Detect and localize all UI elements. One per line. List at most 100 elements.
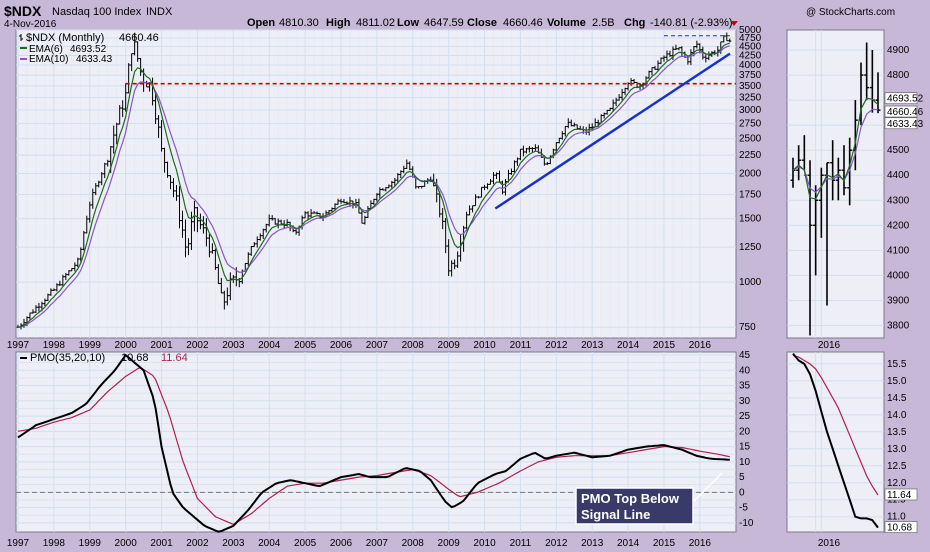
x-tick-label-price: 1999 bbox=[79, 340, 102, 351]
zoom-pmo-line bbox=[792, 353, 879, 529]
zoom-y-tick-label-price: 4500 bbox=[887, 145, 910, 156]
ohlc-bar bbox=[456, 251, 460, 269]
ohlc-bar bbox=[659, 57, 663, 65]
ohlc-bar bbox=[210, 243, 214, 254]
x-tick-label-pmo: 2006 bbox=[330, 538, 353, 549]
x-tick-label-price: 2016 bbox=[689, 340, 712, 351]
ohlc-bar bbox=[165, 161, 170, 178]
ohlc-bar bbox=[252, 242, 256, 248]
ohlc-bar bbox=[195, 206, 200, 233]
ema6-line bbox=[17, 42, 730, 328]
x-tick-label-pmo: 2015 bbox=[653, 538, 676, 549]
x-tick-label-pmo: 2003 bbox=[222, 538, 245, 549]
x-tick-label-price: 2012 bbox=[545, 340, 568, 351]
ohlc-bar bbox=[494, 172, 499, 180]
y-tick-label-price: 3750 bbox=[739, 70, 762, 81]
ohlc-bar bbox=[482, 184, 487, 191]
zoom-y-tick-label-price: 3800 bbox=[887, 320, 910, 331]
y-tick-label-price: 2500 bbox=[739, 134, 762, 145]
close-value: 4660.46 bbox=[503, 17, 543, 29]
y-tick-label-pmo: 15 bbox=[739, 442, 751, 453]
zoom-y-tick-label-pmo: 12.5 bbox=[887, 461, 907, 472]
pmo-legend-value: 10.68 bbox=[121, 352, 149, 364]
zoom-y-tick-label-price: 4000 bbox=[887, 270, 910, 281]
ohlc-bar bbox=[306, 211, 310, 221]
ohlc-bar bbox=[363, 215, 367, 225]
ohlc-bar bbox=[133, 32, 137, 56]
ohlc-bar bbox=[620, 88, 624, 101]
watermark: @ StockCharts.com bbox=[806, 7, 895, 18]
y-tick-label-pmo: -10 bbox=[739, 518, 754, 529]
ohlc-bar bbox=[64, 272, 68, 281]
ohlc-bar bbox=[121, 100, 125, 118]
ohlc-bar bbox=[704, 53, 708, 63]
ohlc-bar bbox=[267, 214, 271, 227]
x-tick-label-pmo: 1998 bbox=[43, 538, 66, 549]
pmo-value-label-text: 10.68 bbox=[887, 523, 912, 534]
annotation-box bbox=[575, 487, 694, 525]
ohlc-bar bbox=[485, 183, 490, 190]
ohlc-bar bbox=[213, 248, 217, 270]
ohlc-bar bbox=[665, 50, 669, 61]
x-tick-label-price: 2015 bbox=[653, 340, 676, 351]
ohlc-bar bbox=[467, 205, 472, 216]
ohlc-bar bbox=[518, 148, 523, 161]
ohlc-bar bbox=[405, 159, 409, 169]
ohlc-bar bbox=[441, 208, 445, 230]
ohlc-bar bbox=[560, 131, 564, 140]
y-tick-label-pmo: 40 bbox=[739, 365, 751, 376]
ohlc-bar bbox=[491, 172, 496, 185]
ohlc-bar bbox=[342, 199, 346, 204]
y-tick-label-pmo: -5 bbox=[739, 503, 748, 514]
ohlc-bar bbox=[207, 233, 211, 258]
x-tick-label-price: 2002 bbox=[186, 340, 209, 351]
ohlc-bar bbox=[372, 198, 376, 205]
ohlc-bar bbox=[420, 185, 424, 189]
ema6-legend-label: EMA(6) bbox=[29, 44, 63, 55]
ohlc-bar bbox=[46, 293, 50, 302]
ohlc-bar bbox=[381, 188, 385, 191]
y-tick-label-price: 3500 bbox=[739, 81, 762, 92]
ohlc-bar bbox=[375, 193, 379, 202]
y-tick-label-price: 2250 bbox=[739, 150, 762, 161]
pmo-value-label-box bbox=[884, 521, 918, 533]
x-tick-label-pmo: 2007 bbox=[366, 538, 389, 549]
x-tick-label-pmo: 2002 bbox=[186, 538, 209, 549]
pmo-zoom-panel bbox=[786, 351, 885, 533]
y-tick-label-pmo: 30 bbox=[739, 396, 751, 407]
ohlc-bar bbox=[285, 219, 289, 227]
ohlc-bar bbox=[575, 124, 579, 130]
ohlc-bar bbox=[695, 40, 699, 49]
ohlc-bar bbox=[509, 168, 514, 175]
x-tick-label-price: 2004 bbox=[258, 340, 281, 351]
zoom-ohlc-bar bbox=[835, 157, 841, 201]
ohlc-bar bbox=[470, 205, 475, 213]
zoom-ema6-line bbox=[792, 97, 879, 200]
zoom-y-tick-label-price: 3900 bbox=[887, 295, 910, 306]
y-tick-label-price: 3000 bbox=[739, 105, 762, 116]
ohlc-bar bbox=[228, 272, 232, 301]
ohlc-bar bbox=[118, 105, 122, 125]
x-tick-label-pmo: 2010 bbox=[473, 538, 496, 549]
ohlc-bar bbox=[222, 290, 226, 310]
ohlc-bar bbox=[309, 209, 313, 218]
ohlc-bar bbox=[258, 233, 262, 241]
x-tick-label-price: 1997 bbox=[7, 340, 30, 351]
ohlc-bar bbox=[55, 283, 59, 292]
ohlc-bar bbox=[360, 210, 364, 224]
ohlc-bar bbox=[378, 187, 382, 199]
ohlc-bar bbox=[473, 194, 478, 207]
ohlc-bar bbox=[450, 260, 454, 277]
zoom-y-tick-label-price: 4200 bbox=[887, 220, 910, 231]
ohlc-bar bbox=[255, 236, 259, 248]
ohlc-bar bbox=[58, 280, 62, 286]
zoom-x-tick-label-pmo: 2016 bbox=[818, 538, 841, 549]
ohlc-bar bbox=[662, 55, 666, 62]
ema10-value-label-box bbox=[884, 117, 918, 130]
zoom-y-tick-label-pmo: 11.0 bbox=[887, 512, 906, 523]
ohlc-bar bbox=[707, 51, 711, 61]
x-tick-label-pmo: 2012 bbox=[545, 538, 568, 549]
ohlc-bar bbox=[52, 288, 56, 291]
ohlc-bar bbox=[103, 162, 107, 179]
